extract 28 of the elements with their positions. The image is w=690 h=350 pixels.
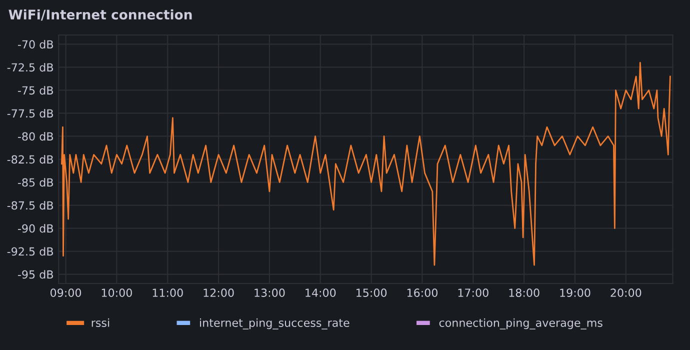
x-tick-label: 19:00 (560, 288, 590, 297)
chart-title: WiFi/Internet connection (8, 9, 192, 21)
x-tick-label: 14:00 (306, 288, 336, 297)
y-tick-label: -82.5 dB (7, 155, 54, 164)
y-tick-label: -92.5 dB (7, 247, 54, 256)
y-tick-label: -72.5 dB (7, 62, 54, 72)
y-tick-label: -75 dB (18, 86, 53, 95)
x-tick-label: 13:00 (254, 288, 285, 297)
x-tick-label: 09:00 (50, 288, 82, 297)
legend-label: connection_ping_average_ms (439, 318, 602, 330)
line-series (61, 62, 671, 266)
x-tick-label: 20:00 (610, 288, 642, 297)
legend-label: rssi (92, 318, 110, 327)
x-tick-label: 18:00 (509, 288, 540, 297)
x-tick-label: 11:00 (152, 288, 183, 297)
y-tick-label: -87.5 dB (7, 201, 54, 210)
x-tick-label: 15:00 (356, 288, 387, 297)
x-tick-label: 16:00 (407, 288, 438, 297)
x-tick-label: 17:00 (458, 288, 488, 297)
y-tick-label: -80 dB (18, 132, 53, 141)
x-tick-label: 12:00 (204, 288, 234, 297)
legend-label: internet_ping_success_rate (200, 318, 350, 330)
y-tick-label: -95 dB (18, 270, 53, 279)
y-tick-label: -70 dB (18, 40, 53, 49)
y-tick-label: -85 dB (18, 178, 53, 187)
y-tick-label: -90 dB (18, 224, 53, 233)
y-tick-label: -77.5 dB (7, 109, 54, 118)
x-tick-label: 10:00 (102, 288, 132, 297)
